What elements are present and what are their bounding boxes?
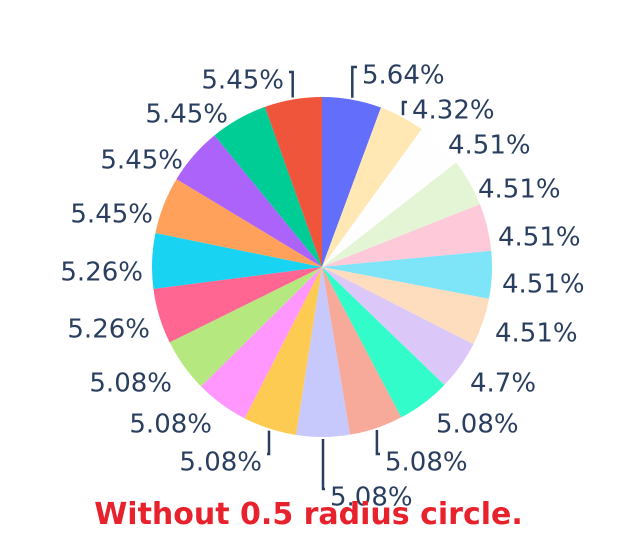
slice-label-9: 5.08% — [436, 410, 519, 440]
slice-label-1: 5.64% — [362, 61, 445, 91]
pie-slice-12 — [244, 267, 322, 435]
slice-label-15: 5.26% — [67, 315, 150, 345]
pie-slice-5 — [322, 204, 492, 267]
slice-label-13: 5.08% — [129, 410, 212, 440]
slice-label-3: 4.51% — [448, 131, 531, 161]
label-leader-lines — [267, 65, 407, 491]
pie-slice-4 — [322, 162, 480, 267]
pie-slice-1 — [322, 97, 381, 267]
chart-caption: Without 0.5 radius circle. — [94, 497, 523, 532]
leader-line-20 — [289, 70, 294, 98]
slice-label-11: 5.08% — [330, 483, 413, 513]
slice-label-4: 4.51% — [478, 175, 561, 205]
slice-label-12: 5.08% — [179, 448, 262, 478]
pie-slice-9 — [322, 267, 445, 418]
pie-slice-19 — [214, 106, 322, 268]
slice-label-17: 5.45% — [70, 200, 153, 230]
pie-slice-16 — [152, 233, 322, 289]
slice-label-6: 4.51% — [502, 270, 585, 300]
pie-slice-7 — [322, 267, 489, 345]
pie-slice-20 — [264, 97, 322, 267]
slice-label-19: 5.45% — [145, 100, 228, 130]
pie-slice-10 — [322, 267, 402, 435]
slice-label-20: 5.45% — [201, 66, 284, 96]
slice-label-14: 5.08% — [89, 369, 172, 399]
pie-slice-2 — [322, 107, 422, 267]
leader-line-11 — [321, 439, 325, 491]
slice-label-18: 5.45% — [100, 146, 183, 176]
pie-slice-14 — [169, 267, 322, 387]
slice-label-10: 5.08% — [385, 448, 468, 478]
pie-slice-3 — [322, 129, 457, 267]
pie-slice-11 — [295, 267, 351, 438]
pie-slice-6 — [322, 250, 492, 299]
slice-label-8: 4.7% — [470, 369, 536, 399]
slice-label-16: 5.26% — [60, 258, 143, 288]
pie-slice-13 — [201, 267, 322, 419]
pie-slice-18 — [176, 135, 322, 267]
pie-slices — [152, 97, 492, 438]
pie-slice-15 — [153, 267, 322, 343]
slice-label-2: 4.32% — [412, 96, 495, 126]
leader-line-12 — [267, 430, 271, 456]
pie-slice-8 — [322, 267, 474, 385]
slice-label-5: 4.51% — [498, 223, 581, 253]
pie-slice-17 — [155, 179, 322, 267]
leader-line-1 — [351, 65, 357, 98]
leader-line-10 — [375, 430, 380, 456]
slice-label-7: 4.51% — [495, 319, 578, 349]
leader-line-2 — [401, 100, 407, 116]
slice-labels: 5.64% 4.32% 4.51% 4.51% 4.51% 4.51% 4.51% 4.7% 5… — [60, 61, 584, 513]
